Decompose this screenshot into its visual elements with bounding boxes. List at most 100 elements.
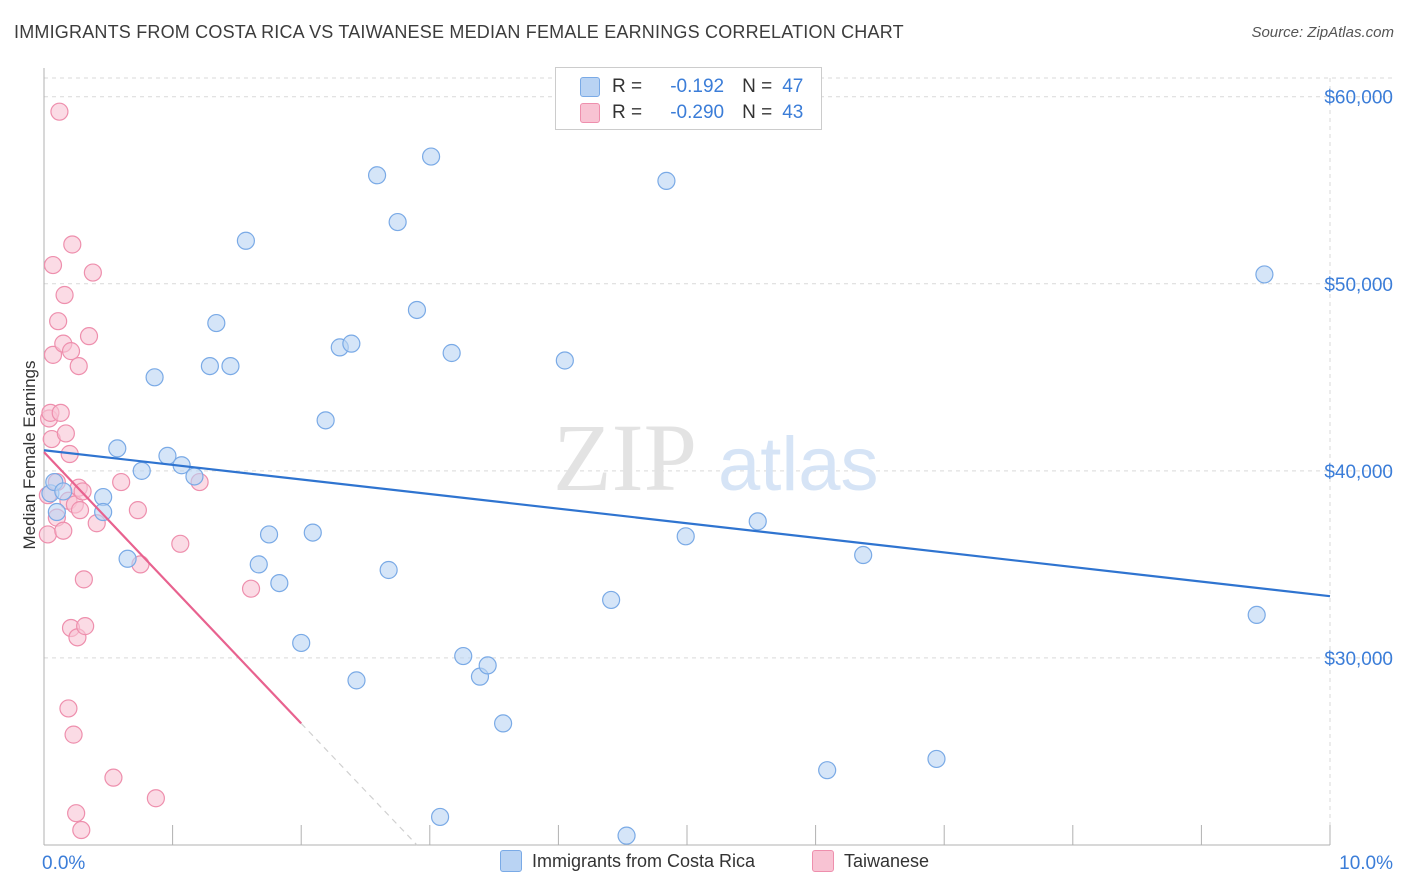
taiwanese-point xyxy=(146,789,165,808)
pink-swatch xyxy=(580,103,600,123)
taiwanese-point xyxy=(79,327,99,346)
costa-rica-point xyxy=(657,171,676,190)
blue-swatch xyxy=(580,77,600,97)
y-axis-label: Median Female Earnings xyxy=(20,361,39,550)
correlation-row-taiwanese: R = -0.290 N = 43 xyxy=(580,100,803,126)
taiwanese-point xyxy=(54,521,73,540)
y-tick-label: $50,000 xyxy=(1324,275,1393,296)
legend-item-costa-rica[interactable]: Immigrants from Costa Rica xyxy=(500,850,755,872)
x-tick-label: 0.0% xyxy=(42,853,85,874)
taiwanese-point xyxy=(43,255,63,275)
axis-layer: $30,000 $40,000 $50,000 $60,000 0.0% 10.0% xyxy=(42,68,1393,874)
costa-rica-point xyxy=(118,549,137,568)
costa-rica-point xyxy=(1255,265,1274,284)
costa-rica-point xyxy=(347,671,366,690)
source-credit: Source: ZipAtlas.com xyxy=(1251,24,1394,41)
costa-rica-point xyxy=(303,523,322,542)
taiwanese-point xyxy=(70,501,90,520)
costa-rica-point xyxy=(367,166,387,185)
taiwanese-point xyxy=(49,312,68,331)
taiwanese-point xyxy=(128,501,147,520)
x-tick-label: 10.0% xyxy=(1339,853,1393,874)
costa-rica-point xyxy=(388,212,407,232)
r-value: -0.290 xyxy=(670,102,725,123)
r-label: R = xyxy=(612,102,643,123)
costa-rica-point xyxy=(236,231,256,250)
watermark: ZIP atlas xyxy=(553,404,879,511)
costa-rica-point xyxy=(249,555,268,574)
costa-rica-point xyxy=(454,646,473,666)
taiwanese-point xyxy=(104,768,123,787)
taiwanese-point xyxy=(50,102,69,121)
y-tick-label: $40,000 xyxy=(1324,462,1393,483)
costa-rica-point xyxy=(854,545,873,565)
costa-rica-point xyxy=(442,343,461,363)
taiwanese-point xyxy=(64,725,83,744)
taiwanese-point xyxy=(61,342,81,361)
taiwanese-point xyxy=(83,263,102,282)
taiwanese-point xyxy=(112,472,131,492)
legend-item-taiwanese[interactable]: Taiwanese xyxy=(812,850,929,872)
watermark-zip: ZIP xyxy=(553,404,697,511)
taiwanese-point xyxy=(67,804,86,823)
costa-rica-point xyxy=(478,656,497,675)
taiwanese-point xyxy=(38,525,57,544)
costa-rica-point xyxy=(379,560,398,580)
costa-rica-point xyxy=(108,439,127,458)
costa-rica-point xyxy=(221,356,240,376)
costa-rica-point xyxy=(555,351,574,370)
costa-rica-point xyxy=(494,714,513,733)
costa-rica-point xyxy=(617,826,636,845)
trend-lines xyxy=(43,449,1331,846)
taiwanese-point xyxy=(171,534,190,553)
costa-rica-point xyxy=(292,633,311,653)
costa-rica-point xyxy=(200,356,219,376)
taiwanese-trend-line xyxy=(43,451,302,725)
n-value: 47 xyxy=(782,76,804,97)
taiwanese-point xyxy=(74,570,93,589)
n-label: N = xyxy=(742,76,773,97)
taiwanese-point xyxy=(59,699,78,718)
taiwanese-point xyxy=(241,579,261,598)
y-tick-label: $30,000 xyxy=(1324,649,1393,670)
costa-rica-point xyxy=(54,482,73,501)
taiwanese-point xyxy=(43,345,63,364)
chart-title: IMMIGRANTS FROM COSTA RICA VS TAIWANESE … xyxy=(14,22,904,42)
costa-rica-point xyxy=(259,525,279,544)
correlation-row-costa-rica: R = -0.192 N = 47 xyxy=(580,74,803,100)
r-value: -0.192 xyxy=(670,76,725,97)
costa-rica-point xyxy=(207,313,226,333)
taiwanese-point xyxy=(72,820,91,840)
costa-rica-point xyxy=(748,512,767,531)
costa-rica-point xyxy=(342,334,361,353)
taiwanese-point xyxy=(55,285,74,305)
costa-rica-point xyxy=(1247,605,1266,625)
correlation-legend: R = -0.192 N = 47 R = -0.290 N = 43 xyxy=(555,67,822,130)
costa-rica-point xyxy=(818,761,837,780)
costa-rica-point xyxy=(407,300,427,320)
legend-label: Immigrants from Costa Rica xyxy=(532,850,756,871)
taiwanese-point xyxy=(76,617,95,636)
costa-rica-point xyxy=(94,502,113,522)
watermark-atlas: atlas xyxy=(718,422,879,507)
costa-rica-point xyxy=(132,461,151,480)
costa-rica-points xyxy=(41,147,1274,845)
costa-rica-point xyxy=(145,368,164,387)
r-label: R = xyxy=(612,76,643,97)
costa-rica-point xyxy=(47,502,66,522)
n-value: 43 xyxy=(782,102,804,123)
costa-rica-point xyxy=(185,467,204,486)
costa-rica-point xyxy=(927,749,946,769)
costa-rica-point xyxy=(270,573,289,593)
taiwanese-point xyxy=(51,403,70,422)
costa-rica-point xyxy=(676,527,695,546)
legend-swatch-pink xyxy=(812,850,834,872)
taiwanese-trend-extension xyxy=(300,722,418,846)
costa-rica-point xyxy=(430,807,450,827)
costa-rica-point xyxy=(602,590,621,610)
legend-swatch-blue xyxy=(500,850,522,872)
legend-label: Taiwanese xyxy=(844,850,930,871)
costa-rica-point xyxy=(316,411,335,430)
taiwanese-point xyxy=(69,356,88,376)
